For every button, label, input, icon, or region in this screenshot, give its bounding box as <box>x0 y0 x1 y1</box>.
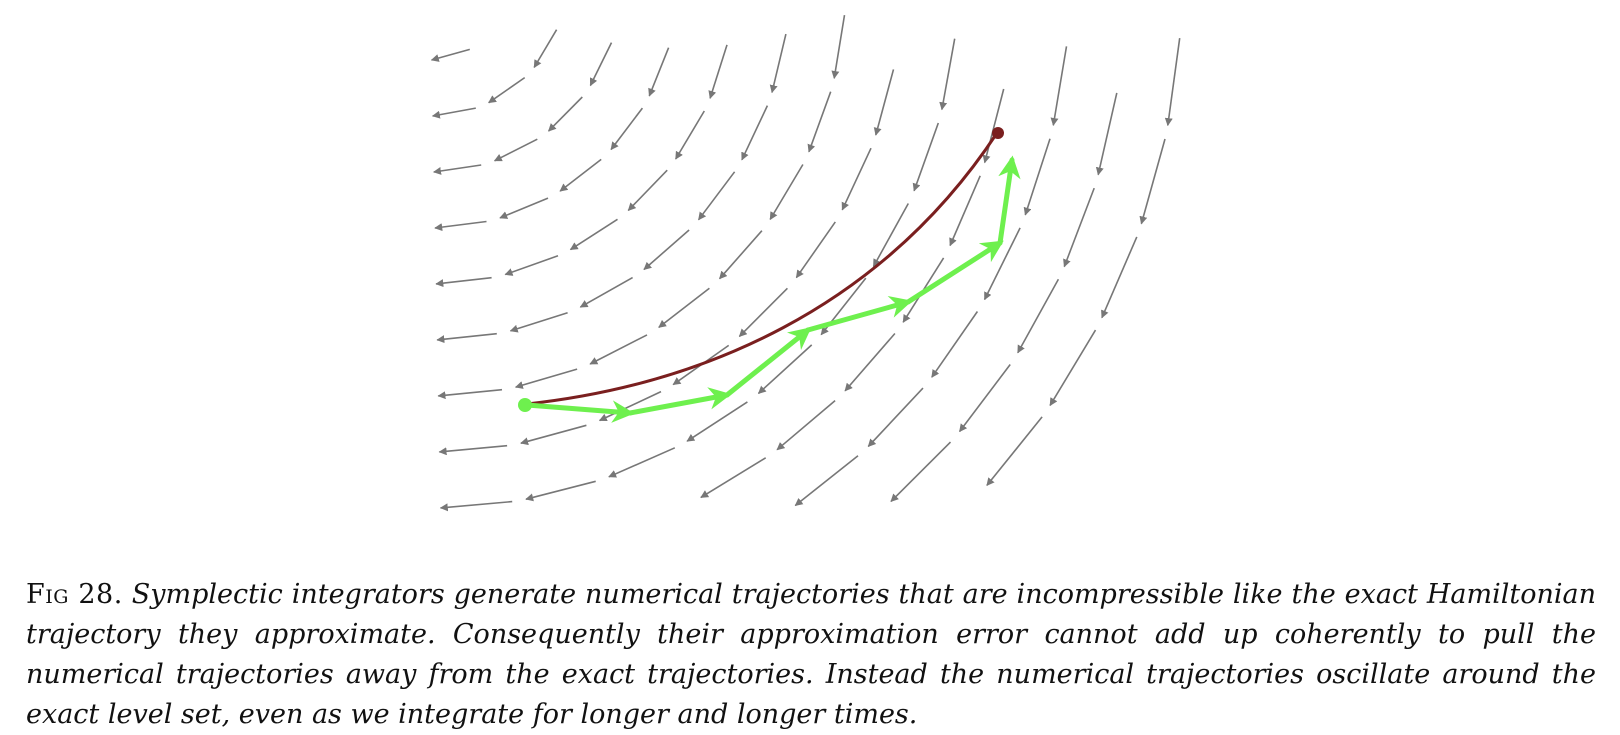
field-arrow <box>608 447 676 478</box>
numerical-step <box>905 240 1004 305</box>
field-arrow <box>986 416 1043 487</box>
field-arrow <box>1049 329 1097 407</box>
trajectory-end-point <box>992 127 1004 139</box>
numerical-step <box>805 296 913 333</box>
field-arrow <box>1050 46 1068 126</box>
field-arrow <box>548 96 583 132</box>
field-arrow <box>872 203 910 268</box>
numerical-step <box>627 387 732 416</box>
vector-field-figure <box>430 14 1181 512</box>
field-arrow <box>1063 187 1095 268</box>
numerical-step <box>997 155 1021 246</box>
field-arrow <box>437 388 503 400</box>
field-arrow <box>873 69 895 136</box>
field-arrow <box>433 164 482 175</box>
field-arrow <box>841 147 872 211</box>
field-arrow <box>1017 278 1060 354</box>
field-arrow <box>610 107 644 151</box>
field-arrow <box>949 175 981 247</box>
field-arrow <box>844 332 896 392</box>
field-arrow <box>982 88 1005 164</box>
figure-caption: Fig 28. Symplectic integrators generate … <box>26 575 1596 735</box>
field-arrow <box>912 122 940 192</box>
field-arrow <box>493 138 538 162</box>
field-arrow <box>431 107 476 119</box>
field-arrow <box>509 311 568 333</box>
numerical-trajectory <box>524 155 1021 423</box>
field-arrow <box>686 401 748 442</box>
numerical-step <box>724 327 812 398</box>
field-arrow <box>430 48 471 62</box>
field-arrow <box>435 276 492 288</box>
field-arrow <box>795 221 836 279</box>
field-arrow <box>438 444 508 456</box>
field-arrow <box>598 390 662 422</box>
field-arrow <box>1101 236 1138 319</box>
trajectory-start-point <box>518 398 532 412</box>
field-arrow <box>1139 138 1166 225</box>
field-arrow <box>718 230 763 280</box>
field-arrow <box>643 229 690 271</box>
figure-label: Fig 28. <box>26 579 123 610</box>
field-arrow <box>757 344 813 394</box>
field-arrow <box>499 197 549 219</box>
field-arrow <box>434 220 487 232</box>
field-arrow <box>589 334 648 365</box>
field-arrow <box>741 105 769 161</box>
field-arrow <box>514 368 578 389</box>
field-arrow <box>658 287 710 329</box>
field-arrow <box>890 441 952 502</box>
field-arrow <box>436 332 497 344</box>
field-arrow <box>697 171 736 221</box>
field-arrow <box>1164 37 1181 127</box>
field-arrow <box>559 158 602 192</box>
field-arrow <box>525 480 596 502</box>
field-arrow <box>1095 92 1118 176</box>
field-arrow <box>958 364 1011 433</box>
field-arrow <box>579 276 633 308</box>
field-arrow <box>1023 138 1051 216</box>
field-arrow <box>488 76 526 104</box>
caption-text: Symplectic integrators generate numerica… <box>26 579 1596 730</box>
field-arrow <box>589 42 613 87</box>
field-arrow <box>983 227 1021 301</box>
field-arrow <box>700 457 767 499</box>
exact-trajectory <box>526 132 999 406</box>
field-arrow <box>831 14 846 79</box>
field-arrow <box>776 399 836 451</box>
field-arrow <box>807 91 832 153</box>
field-arrow <box>533 29 558 69</box>
field-arrow <box>738 287 788 337</box>
field-arrow <box>627 169 668 211</box>
field-arrow <box>520 424 587 446</box>
field-arrow <box>675 110 705 160</box>
field-arrow <box>794 455 859 507</box>
field-arrow <box>439 500 513 512</box>
numerical-step <box>524 400 635 423</box>
field-arrow <box>939 38 956 111</box>
field-arrow <box>931 311 979 378</box>
field-arrow <box>504 255 559 276</box>
field-arrow <box>569 218 618 251</box>
field-arrow <box>648 47 670 97</box>
field-arrow <box>867 387 924 447</box>
field-arrow <box>769 164 804 221</box>
field-arrow <box>769 33 787 94</box>
vector-field-arrows <box>430 14 1181 512</box>
field-arrow <box>708 44 728 99</box>
